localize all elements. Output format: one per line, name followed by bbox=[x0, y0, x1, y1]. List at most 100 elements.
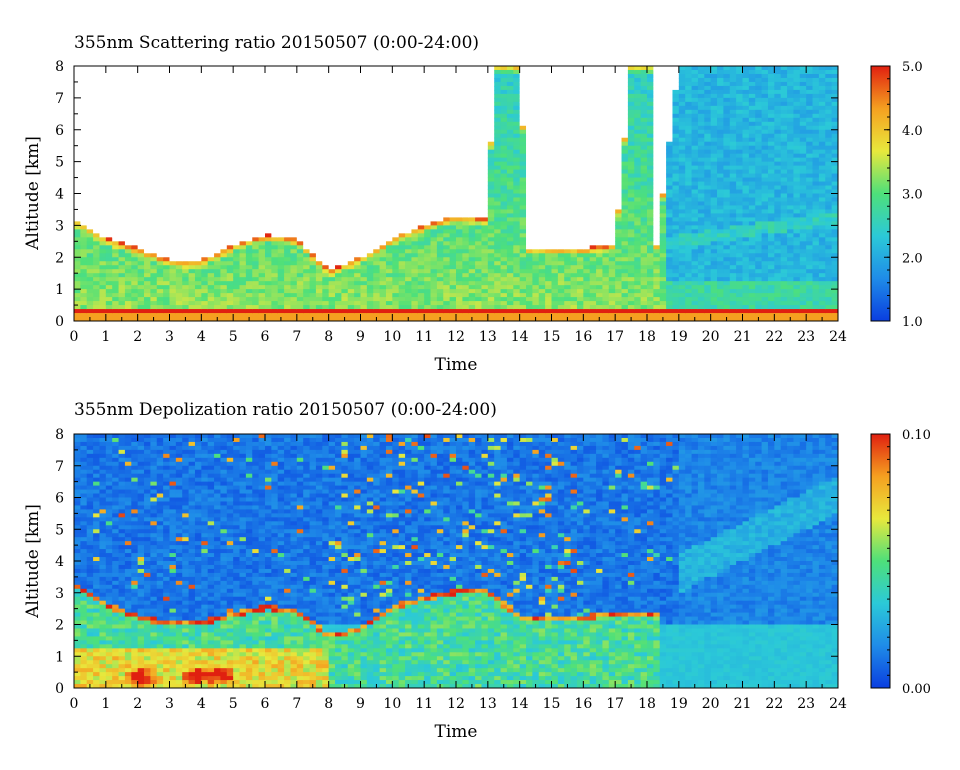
heatmap-cell bbox=[182, 209, 190, 215]
heatmap-cell bbox=[265, 253, 272, 258]
heatmap-cell bbox=[494, 113, 502, 119]
heatmap-cell bbox=[532, 169, 540, 175]
heatmap-cell bbox=[74, 313, 81, 318]
heatmap-cell bbox=[105, 125, 113, 131]
heatmap-cell bbox=[112, 309, 120, 314]
heatmap-cell bbox=[468, 66, 476, 71]
heatmap-cell bbox=[226, 157, 234, 163]
heatmap-cell bbox=[557, 309, 565, 314]
heatmap-cell bbox=[449, 133, 457, 139]
heatmap-cell bbox=[481, 93, 489, 99]
heatmap-cell bbox=[156, 225, 164, 230]
heatmap-cell bbox=[99, 161, 107, 167]
heatmap-cell bbox=[112, 137, 120, 143]
heatmap-cell bbox=[80, 293, 88, 298]
heatmap-cell bbox=[156, 213, 164, 218]
heatmap-cell bbox=[220, 261, 228, 266]
heatmap-cell bbox=[284, 133, 292, 139]
heatmap-cell bbox=[214, 217, 222, 222]
heatmap-cell bbox=[513, 221, 521, 226]
heatmap-cell bbox=[379, 285, 387, 290]
heatmap-cell bbox=[449, 237, 457, 242]
heatmap-cell bbox=[169, 97, 177, 103]
heatmap-cell bbox=[494, 277, 502, 282]
heatmap-cell bbox=[112, 301, 120, 306]
heatmap-cell bbox=[500, 165, 508, 171]
heatmap-cell bbox=[456, 225, 463, 230]
heatmap-cell bbox=[86, 177, 94, 183]
heatmap-cell bbox=[392, 301, 400, 306]
heatmap-cell bbox=[284, 93, 292, 99]
heatmap-cell bbox=[80, 173, 88, 179]
heatmap-cell bbox=[80, 85, 88, 91]
heatmap-cell bbox=[379, 205, 387, 211]
heatmap-cell bbox=[557, 205, 565, 211]
heatmap-cell bbox=[303, 109, 311, 115]
heatmap-cell bbox=[284, 305, 292, 310]
heatmap-cell bbox=[373, 305, 381, 310]
heatmap-cell bbox=[443, 265, 451, 270]
heatmap-cell bbox=[468, 253, 476, 258]
heatmap-cell bbox=[258, 181, 266, 187]
heatmap-cell bbox=[277, 81, 285, 87]
heatmap-cell bbox=[513, 169, 521, 175]
heatmap-cell bbox=[296, 293, 304, 298]
heatmap-cell bbox=[175, 89, 183, 95]
heatmap-cell bbox=[487, 221, 495, 226]
heatmap-cell bbox=[258, 145, 266, 151]
heatmap-cell bbox=[335, 221, 342, 226]
heatmap-cell bbox=[258, 273, 266, 278]
heatmap-cell bbox=[258, 197, 266, 203]
heatmap-cell bbox=[335, 185, 342, 191]
heatmap-cell bbox=[74, 241, 81, 246]
heatmap-cell bbox=[258, 209, 266, 215]
heatmap-cell bbox=[519, 197, 527, 203]
heatmap-cell bbox=[303, 197, 311, 203]
heatmap-cell bbox=[328, 213, 336, 218]
heatmap-cell bbox=[309, 205, 317, 211]
heatmap-cell bbox=[322, 297, 330, 302]
heatmap-cell bbox=[500, 213, 508, 218]
heatmap-cell bbox=[328, 173, 336, 179]
heatmap-cell bbox=[443, 141, 451, 147]
heatmap-cell bbox=[137, 317, 145, 321]
heatmap-cell bbox=[201, 277, 209, 282]
heatmap-cell bbox=[252, 309, 260, 314]
heatmap-cell bbox=[207, 109, 215, 115]
heatmap-cell bbox=[86, 265, 94, 270]
heatmap-cell bbox=[341, 121, 349, 127]
heatmap-cell bbox=[506, 269, 514, 274]
heatmap-cell bbox=[360, 73, 368, 79]
heatmap-cell bbox=[405, 249, 413, 254]
heatmap-cell bbox=[366, 301, 374, 306]
heatmap-cell bbox=[551, 85, 559, 91]
heatmap-cell bbox=[80, 193, 88, 199]
heatmap-cell bbox=[207, 137, 215, 143]
heatmap-cell bbox=[405, 193, 413, 199]
heatmap-cell bbox=[443, 261, 451, 266]
heatmap-cell bbox=[150, 249, 158, 254]
heatmap-cell bbox=[526, 201, 533, 207]
heatmap-cell bbox=[156, 149, 164, 155]
heatmap-cell bbox=[430, 161, 438, 167]
heatmap-cell bbox=[303, 301, 311, 306]
heatmap-cell bbox=[532, 129, 540, 135]
heatmap-cell bbox=[385, 66, 393, 71]
heatmap-cell bbox=[564, 141, 572, 147]
heatmap-cell bbox=[456, 317, 463, 321]
heatmap-cell bbox=[411, 109, 419, 115]
heatmap-cell bbox=[144, 173, 151, 179]
heatmap-cell bbox=[551, 165, 559, 171]
heatmap-cell bbox=[214, 289, 222, 294]
heatmap-cell bbox=[379, 309, 387, 314]
heatmap-cell bbox=[564, 297, 572, 302]
heatmap-cell bbox=[277, 269, 285, 274]
heatmap-cell bbox=[86, 69, 94, 75]
heatmap-cell bbox=[379, 249, 387, 254]
heatmap-cell bbox=[150, 165, 158, 171]
heatmap-cell bbox=[449, 89, 457, 95]
heatmap-cell bbox=[411, 149, 419, 155]
heatmap-cell bbox=[526, 225, 533, 230]
heatmap-cell bbox=[137, 89, 145, 95]
heatmap-cell bbox=[258, 265, 266, 270]
